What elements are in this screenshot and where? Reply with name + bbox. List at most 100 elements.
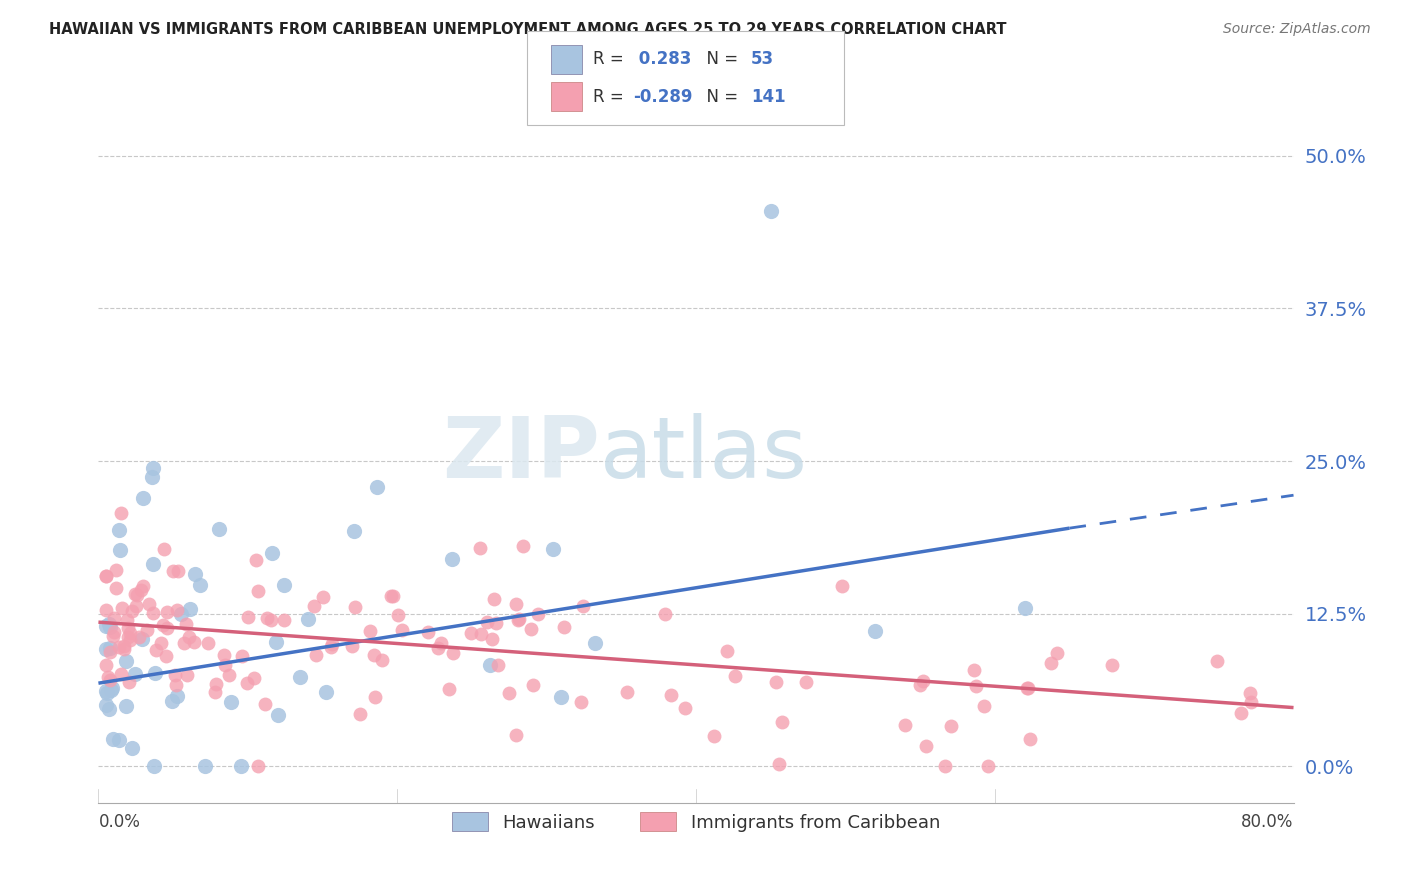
Point (121, 604, 143, 618)
Point (125, 599, 148, 613)
Point (212, 648, 235, 662)
Point (380, 589, 402, 603)
Text: N =: N = (696, 51, 744, 69)
Point (505, 597, 527, 611)
Point (100, 681, 122, 696)
Point (908, 678, 931, 692)
Point (108, 732, 131, 747)
Point (508, 612, 530, 626)
Point (659, 689, 682, 703)
Point (98, 673, 121, 687)
Point (111, 601, 134, 615)
Point (94, 619, 117, 633)
Point (470, 627, 492, 641)
Text: R =: R = (593, 87, 630, 105)
Text: N =: N = (696, 87, 744, 105)
Point (387, 607, 409, 622)
Point (103, 624, 125, 639)
Point (207, 522, 229, 536)
Point (541, 541, 564, 556)
Point (219, 695, 242, 709)
Point (128, 631, 150, 645)
Point (963, 663, 986, 677)
Point (143, 666, 166, 681)
Point (179, 630, 201, 644)
Point (214, 657, 236, 672)
Point (176, 668, 198, 682)
Point (429, 636, 451, 650)
Point (768, 757, 790, 772)
Point (138, 597, 160, 611)
Point (179, 602, 201, 616)
Point (94, 684, 117, 698)
Point (103, 611, 125, 625)
Point (273, 578, 295, 592)
Point (162, 564, 184, 578)
Point (97, 702, 120, 716)
Point (583, 636, 606, 650)
Point (197, 636, 219, 650)
Text: atlas: atlas (600, 413, 808, 497)
Text: Source: ZipAtlas.com: Source: ZipAtlas.com (1223, 22, 1371, 37)
Point (115, 655, 138, 669)
Point (1230, 706, 1253, 721)
Point (437, 681, 460, 696)
Point (108, 542, 131, 557)
Point (194, 759, 217, 773)
Point (343, 600, 366, 615)
Point (965, 679, 987, 693)
Point (359, 624, 381, 638)
Point (153, 541, 176, 556)
Point (363, 648, 385, 663)
Point (110, 667, 132, 681)
Point (468, 541, 491, 555)
Point (1039, 656, 1062, 670)
Point (1045, 646, 1067, 660)
Point (1014, 600, 1036, 615)
Point (572, 599, 595, 613)
Point (165, 678, 187, 692)
Point (673, 701, 696, 715)
Point (934, 759, 956, 773)
Point (505, 728, 527, 742)
Point (305, 648, 328, 662)
Point (117, 621, 139, 635)
Point (94, 603, 117, 617)
Point (914, 739, 936, 753)
Point (98, 620, 121, 634)
Point (765, 674, 787, 689)
Point (204, 684, 226, 698)
Point (253, 697, 276, 711)
Point (108, 640, 131, 655)
Point (112, 639, 135, 653)
Point (321, 637, 343, 651)
Point (364, 690, 387, 705)
Point (481, 632, 503, 647)
Point (97, 670, 120, 684)
Text: 53: 53 (751, 51, 773, 69)
Point (155, 649, 177, 664)
Point (231, 759, 253, 773)
Point (166, 689, 188, 703)
Point (170, 607, 193, 622)
Point (482, 592, 505, 607)
Point (142, 460, 165, 475)
Point (108, 523, 131, 537)
Point (117, 675, 139, 690)
Point (475, 615, 498, 629)
Point (160, 694, 183, 708)
Point (759, 203, 782, 218)
Point (256, 611, 278, 625)
Point (152, 618, 174, 632)
Point (522, 677, 544, 691)
Point (912, 673, 935, 688)
Point (498, 686, 520, 700)
Point (184, 566, 207, 581)
Point (1017, 681, 1039, 695)
Point (246, 759, 269, 773)
Point (100, 641, 122, 656)
Point (173, 636, 195, 650)
Point (103, 629, 125, 643)
Point (117, 630, 139, 644)
Point (100, 682, 122, 697)
